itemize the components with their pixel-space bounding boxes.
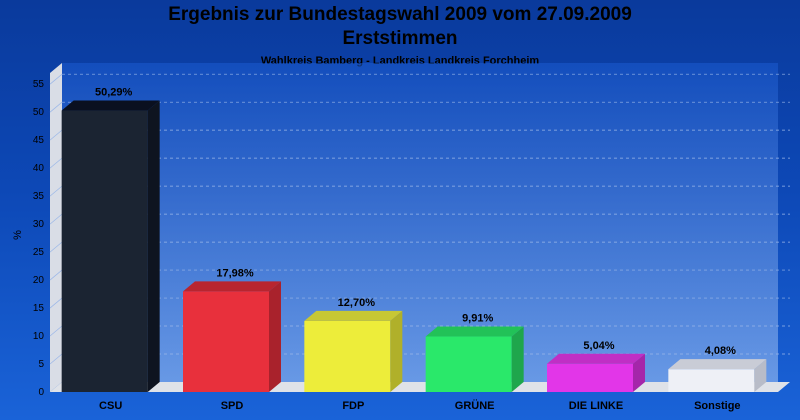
y-tick-label: 15: [33, 303, 45, 314]
bar-top: [183, 281, 281, 292]
x-tick-label: GRÜNE: [455, 399, 495, 412]
gridline-depth: [49, 157, 63, 169]
bar: [668, 369, 755, 392]
bar-side: [390, 310, 403, 392]
bar: [61, 110, 148, 392]
gridline-depth: [49, 269, 63, 281]
data-label: 5,04%: [583, 340, 614, 352]
x-tick-label: SPD: [221, 400, 244, 412]
data-label: 4,08%: [705, 345, 736, 357]
bar-side: [633, 353, 645, 392]
y-tick-label: 35: [33, 191, 45, 202]
gridline-depth: [49, 101, 63, 113]
gridline-depth: [49, 325, 63, 337]
gridline-depth: [49, 213, 63, 225]
bar-side: [511, 326, 524, 392]
y-tick-label: 30: [33, 219, 45, 230]
data-label: 50,29%: [95, 87, 133, 99]
bar-top: [547, 353, 645, 364]
bar-top: [304, 310, 403, 321]
data-label: 12,70%: [338, 297, 376, 309]
gridline-depth: [49, 129, 63, 141]
y-tick-label: 50: [33, 107, 45, 118]
y-tick-label: 5: [38, 359, 44, 370]
y-tick-label: 0: [38, 387, 44, 398]
chart-title: Ergebnis zur Bundestagswahl 2009 vom 27.…: [168, 4, 632, 25]
y-axis-label: %: [12, 230, 24, 240]
data-label: 17,98%: [216, 267, 254, 279]
y-tick-label: 10: [33, 331, 45, 342]
bar: [425, 336, 512, 392]
gridline-depth: [49, 73, 63, 85]
y-tick-label: 55: [33, 79, 45, 90]
plot-left-wall: [50, 63, 62, 392]
x-tick-label: Sonstige: [694, 400, 740, 412]
plot-back-wall: [62, 63, 778, 382]
bar-side: [147, 100, 160, 392]
x-tick-label: FDP: [342, 400, 364, 412]
x-tick-label: CSU: [99, 400, 122, 412]
gridline-depth: [49, 297, 63, 309]
bar-side: [269, 281, 281, 392]
bar: [547, 363, 633, 392]
bar: [304, 320, 391, 392]
y-tick-label: 45: [33, 135, 45, 146]
gridline-depth: [49, 185, 63, 197]
x-tick-label: DIE LINKE: [569, 400, 623, 412]
gridline-depth: [49, 353, 63, 365]
bar-top: [668, 359, 767, 370]
bar-top: [61, 100, 160, 111]
y-tick-label: 40: [33, 163, 45, 174]
bar-side: [754, 359, 767, 392]
chart-title-line2: Erststimmen: [342, 28, 458, 49]
y-tick-label: 25: [33, 247, 45, 258]
y-tick-label: 20: [33, 275, 45, 286]
bar: [183, 291, 269, 392]
gridline-depth: [49, 241, 63, 253]
data-label: 9,91%: [462, 313, 493, 325]
bar-top: [425, 326, 524, 337]
